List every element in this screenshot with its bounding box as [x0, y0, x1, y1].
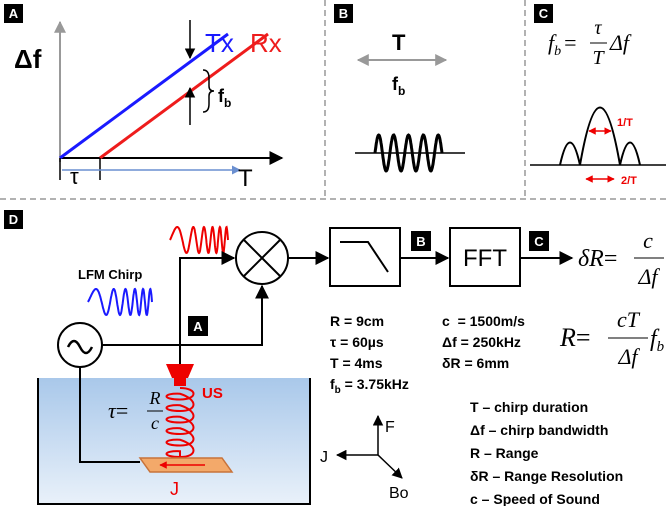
- formula: fb=: [548, 30, 577, 59]
- null-label: 2/T: [621, 175, 637, 187]
- panel-label: B: [339, 6, 348, 21]
- delay-lhs: τ=: [108, 398, 128, 423]
- parameter: fb = 3.75kHz: [330, 376, 409, 396]
- legend-item: Δf – chirp bandwidth: [470, 422, 608, 438]
- subscript: b: [224, 96, 231, 110]
- axis-label: T: [238, 165, 253, 192]
- tx-chirp: [88, 289, 152, 315]
- denominator: c: [151, 413, 159, 433]
- operator: =: [116, 398, 128, 423]
- parameter: τ = 60µs: [330, 334, 384, 350]
- axis-label: F: [385, 419, 395, 436]
- fft-label: FFT: [463, 245, 507, 272]
- legend-item: T – chirp duration: [470, 399, 588, 415]
- operator: =: [564, 30, 576, 55]
- parameter: T = 4ms: [330, 355, 383, 371]
- parameter: Δf = 250kHz: [442, 334, 521, 350]
- legend-item: c – Speed of Sound: [470, 491, 600, 506]
- tx-line: [60, 34, 228, 158]
- denominator: Δf: [617, 344, 640, 369]
- beat-label: fb: [392, 74, 405, 98]
- rx-line: [100, 34, 268, 158]
- symbol: R: [559, 323, 576, 352]
- axis-label: Δf: [14, 44, 42, 74]
- beat-label: fb: [218, 86, 231, 110]
- legend-item: R – Range: [470, 445, 539, 461]
- transducer-label: US: [202, 385, 223, 402]
- sample-label: J: [170, 479, 179, 499]
- panel-label: D: [9, 212, 18, 227]
- numerator: τ: [594, 17, 602, 39]
- range-lhs: R=: [559, 323, 591, 352]
- axis-label: J: [320, 449, 328, 466]
- subscript: b: [657, 339, 665, 355]
- tag-label: C: [534, 234, 544, 249]
- operator: =: [604, 246, 618, 272]
- delay-label: τ: [70, 164, 79, 189]
- lobe-label: 1/T: [617, 117, 633, 129]
- figure: A Δf Tx Rx fb τ T B T fb C fb= τ T Δf 1/…: [0, 0, 666, 506]
- resolution-lhs: δR=: [578, 246, 617, 272]
- chirp-label: LFM Chirp: [78, 267, 142, 282]
- tag-label: B: [416, 234, 425, 249]
- axis-arrow: [378, 455, 402, 478]
- parameter: c = 1500m/s: [442, 313, 525, 329]
- rx-label: Rx: [250, 28, 282, 58]
- tag-label: A: [193, 319, 203, 334]
- period-label: T: [392, 30, 406, 55]
- numerator: c: [643, 228, 653, 253]
- axis-label: Bo: [389, 485, 409, 502]
- legend: T – chirp duration Δf – chirp bandwidth …: [470, 399, 623, 506]
- denominator: T: [592, 47, 605, 69]
- symbol: δR: [578, 246, 604, 272]
- parameters: R = 9cm τ = 60µs T = 4ms fb = 3.75kHz c …: [330, 313, 525, 396]
- low-pass-filter: [330, 228, 400, 286]
- denominator: Δf: [637, 264, 660, 289]
- numerator: R: [149, 388, 161, 408]
- value: = 3.75kHz: [341, 376, 409, 392]
- parameter: R = 9cm: [330, 313, 384, 329]
- rx-chirp: [170, 227, 228, 253]
- operator: =: [576, 323, 591, 352]
- formula-tail: Δf: [609, 30, 632, 55]
- subscript: b: [554, 44, 561, 59]
- legend-item: δR – Range Resolution: [470, 468, 623, 484]
- panel-label: C: [539, 6, 549, 21]
- subscript: b: [398, 84, 405, 98]
- formula-tail: fb: [650, 326, 665, 355]
- parameter: δR = 6mm: [442, 355, 509, 371]
- tx-label: Tx: [205, 28, 234, 58]
- wire: [102, 286, 262, 345]
- numerator: cT: [617, 307, 641, 332]
- panel-label: A: [9, 6, 19, 21]
